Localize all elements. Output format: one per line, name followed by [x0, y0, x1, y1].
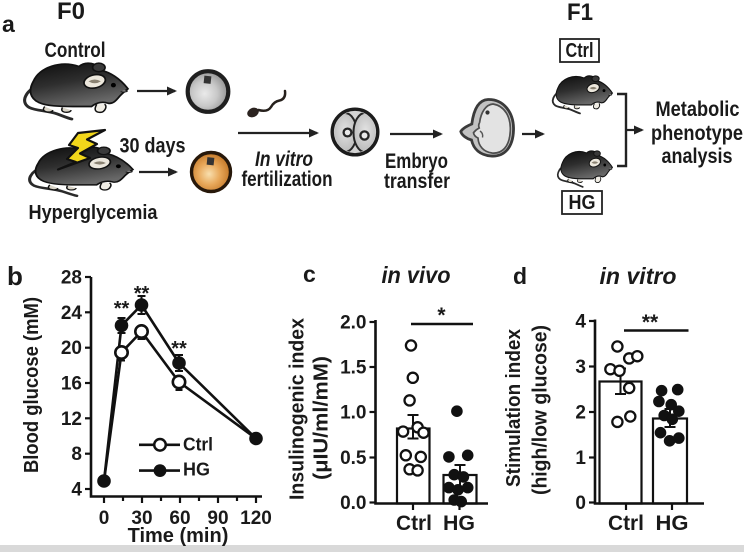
- svg-text:HG: HG: [656, 512, 689, 535]
- svg-text:0.0: 0.0: [340, 493, 366, 514]
- svg-text:1.0: 1.0: [340, 403, 366, 424]
- svg-text:In vitro: In vitro: [255, 148, 313, 171]
- svg-text:0.5: 0.5: [340, 448, 367, 469]
- svg-text:in vivo: in vivo: [382, 262, 451, 288]
- svg-text:12: 12: [61, 409, 82, 430]
- svg-text:Ctrl: Ctrl: [396, 512, 432, 535]
- svg-text:20: 20: [61, 338, 82, 359]
- svg-text:b: b: [7, 261, 23, 291]
- svg-text:Metabolic: Metabolic: [656, 98, 740, 121]
- svg-text:1.5: 1.5: [340, 358, 367, 379]
- svg-text:phenotype: phenotype: [651, 122, 743, 145]
- svg-text:30: 30: [131, 508, 152, 529]
- svg-text:Time (min): Time (min): [128, 525, 229, 547]
- svg-text:a: a: [2, 11, 15, 37]
- svg-text:120: 120: [240, 508, 272, 529]
- svg-text:(μIU/ml/mM): (μIU/ml/mM): [311, 356, 333, 480]
- svg-text:1: 1: [575, 448, 586, 469]
- svg-text:28: 28: [61, 268, 82, 289]
- svg-text:**: **: [642, 311, 659, 334]
- svg-text:*: *: [437, 304, 446, 327]
- svg-text:16: 16: [61, 374, 82, 395]
- svg-text:in vitro: in vitro: [600, 263, 677, 289]
- svg-text:90: 90: [207, 508, 228, 529]
- svg-text:30 days: 30 days: [120, 135, 186, 158]
- svg-text:Stimulation index: Stimulation index: [503, 329, 525, 487]
- svg-text:Control: Control: [45, 39, 106, 62]
- svg-text:4: 4: [575, 312, 586, 333]
- svg-text:HG: HG: [443, 512, 475, 535]
- svg-text:2: 2: [575, 403, 586, 424]
- svg-text:24: 24: [61, 303, 83, 324]
- svg-text:F1: F1: [567, 0, 593, 26]
- svg-text:Embryo: Embryo: [385, 150, 448, 173]
- svg-text:**: **: [134, 283, 150, 305]
- svg-text:HG: HG: [183, 460, 210, 480]
- svg-text:**: **: [171, 338, 187, 360]
- svg-text:d: d: [513, 263, 527, 289]
- svg-text:3: 3: [575, 357, 586, 378]
- svg-text:8: 8: [71, 444, 82, 465]
- svg-text:analysis: analysis: [662, 145, 733, 168]
- svg-text:60: 60: [169, 508, 190, 529]
- svg-text:Blood glucose (mM): Blood glucose (mM): [21, 297, 43, 473]
- svg-text:c: c: [303, 261, 316, 287]
- svg-text:Ctrl: Ctrl: [183, 435, 213, 455]
- svg-text:2.0: 2.0: [340, 313, 366, 334]
- svg-text:**: **: [114, 298, 130, 320]
- svg-text:(high/low glucose): (high/low glucose): [530, 325, 552, 495]
- svg-text:F0: F0: [57, 0, 85, 25]
- svg-text:Ctrl: Ctrl: [566, 40, 594, 62]
- svg-text:Hyperglycemia: Hyperglycemia: [29, 202, 159, 224]
- svg-text:Ctrl: Ctrl: [608, 512, 644, 535]
- svg-text:4: 4: [71, 480, 82, 501]
- svg-text:Insulinogenic index: Insulinogenic index: [287, 318, 309, 500]
- svg-text:fertilization: fertilization: [242, 168, 333, 191]
- svg-text:HG: HG: [569, 192, 596, 214]
- svg-text:0: 0: [575, 493, 586, 514]
- svg-text:0: 0: [99, 508, 110, 529]
- svg-text:transfer: transfer: [384, 170, 450, 193]
